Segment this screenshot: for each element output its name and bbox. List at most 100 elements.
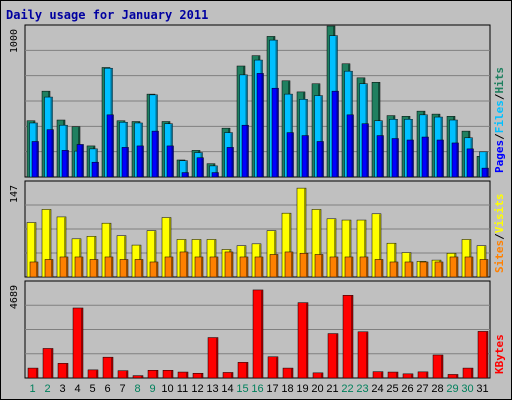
bar-kbytes-23 [357,331,369,379]
bar-pages-13 [211,172,219,178]
bar-sites-21 [329,256,339,278]
bar-pages-4 [76,144,84,178]
x-tick-label: 19 [296,383,308,395]
x-tick-label: 17 [266,383,278,395]
bar-kbytes-5 [87,369,99,379]
x-tick-label: 21 [326,383,338,395]
bar-sites-27 [419,261,429,278]
x-tick-label: 1 [29,383,35,395]
y-max-label: 1000 [9,29,20,53]
bar-sites-3 [59,256,69,278]
bar-sites-4 [74,256,84,278]
bar-pages-28 [436,139,444,178]
bar-pages-9 [151,130,159,178]
bar-kbytes-25 [387,371,399,379]
bar-sites-18 [284,251,294,278]
bar-sites-31 [479,259,489,278]
chart-panels: 1000Pages/Files/Hits147Sites/Visits4689K… [9,24,506,379]
bar-pages-30 [466,148,474,178]
bar-kbytes-7 [117,370,129,379]
bar-sites-30 [464,256,474,278]
x-tick-label: 8 [134,383,140,395]
x-tick-label: 29 [446,383,458,395]
bar-sites-9 [149,261,159,278]
panel-hits-files-pages: 1000 Pages/Files/Hits [9,24,506,178]
bar-pages-20 [316,141,324,178]
legend-sites: Sites [493,240,506,273]
bar-sites-15 [239,256,249,278]
bar-kbytes-17 [267,356,279,379]
bar-pages-18 [286,132,294,178]
bar-sites-1 [29,261,39,278]
bar-pages-12 [196,157,204,178]
bar-kbytes-8 [132,375,144,379]
x-tick-label: 4 [74,383,80,395]
bar-pages-16 [256,73,264,178]
legend-separator: / [493,233,506,240]
bar-sites-23 [359,256,369,278]
bar-kbytes-31 [477,331,489,379]
bar-pages-8 [136,145,144,178]
legend-kbytes: KBytes [493,334,506,374]
legend-files: Files [493,100,506,133]
bar-sites-22 [344,256,354,278]
x-tick-label: 7 [119,383,125,395]
x-tick-label: 13 [206,383,218,395]
x-tick-label: 15 [236,383,248,395]
bar-kbytes-2 [42,348,54,379]
bar-kbytes-4 [72,307,84,379]
bar-pages-11 [181,172,189,178]
x-tick-label: 2 [44,383,50,395]
bar-sites-17 [269,254,279,278]
x-tick-label: 23 [356,383,368,395]
bar-pages-14 [226,147,234,178]
x-tick-label: 22 [341,383,353,395]
bar-kbytes-19 [297,302,309,379]
x-tick-label: 14 [221,383,233,395]
bar-kbytes-30 [462,367,474,379]
bar-kbytes-1 [27,367,39,379]
x-tick-label: 27 [416,383,428,395]
bar-sites-7 [119,259,129,278]
bar-sites-5 [89,259,99,278]
bar-pages-24 [376,135,384,178]
bar-kbytes-16 [252,289,264,379]
x-tick-label: 11 [177,383,188,395]
bar-kbytes-20 [312,372,324,379]
bar-sites-11 [179,251,189,278]
bar-pages-2 [46,129,54,178]
bar-kbytes-22 [342,295,354,379]
bar-sites-19 [299,252,309,278]
bar-pages-15 [241,124,249,178]
x-tick-label: 30 [461,383,473,395]
legend-hits-files-pages: Pages/Files/Hits [493,67,506,173]
bar-sites-29 [449,256,459,278]
x-tick-label: 24 [371,383,383,395]
legend-visits: Visits [493,194,506,234]
x-tick-label: 31 [476,383,488,395]
x-tick-label: 25 [386,383,398,395]
x-tick-label: 3 [59,383,65,395]
legend-separator: / [493,133,506,140]
bar-pages-10 [166,145,174,178]
bar-sites-26 [404,261,414,278]
bar-pages-29 [451,142,459,178]
x-tick-label: 26 [401,383,413,395]
bar-sites-8 [134,259,144,278]
bar-pages-17 [271,87,279,178]
panel-kbytes: 4689 KBytes [9,280,506,379]
bar-kbytes-26 [402,373,414,379]
bar-sites-28 [434,261,444,278]
bar-pages-21 [331,90,339,178]
y-max-label: 147 [9,185,20,203]
bar-pages-6 [106,114,114,178]
legend-kbytes: KBytes [493,334,506,374]
x-tick-label: 28 [431,383,443,395]
bar-pages-3 [61,150,69,178]
bar-kbytes-27 [417,371,429,379]
bar-kbytes-6 [102,356,114,379]
x-tick-label: 10 [161,383,173,395]
bar-kbytes-3 [57,363,69,379]
bar-kbytes-28 [432,354,444,379]
